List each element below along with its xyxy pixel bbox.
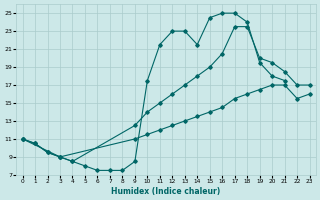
X-axis label: Humidex (Indice chaleur): Humidex (Indice chaleur) [111,187,221,196]
